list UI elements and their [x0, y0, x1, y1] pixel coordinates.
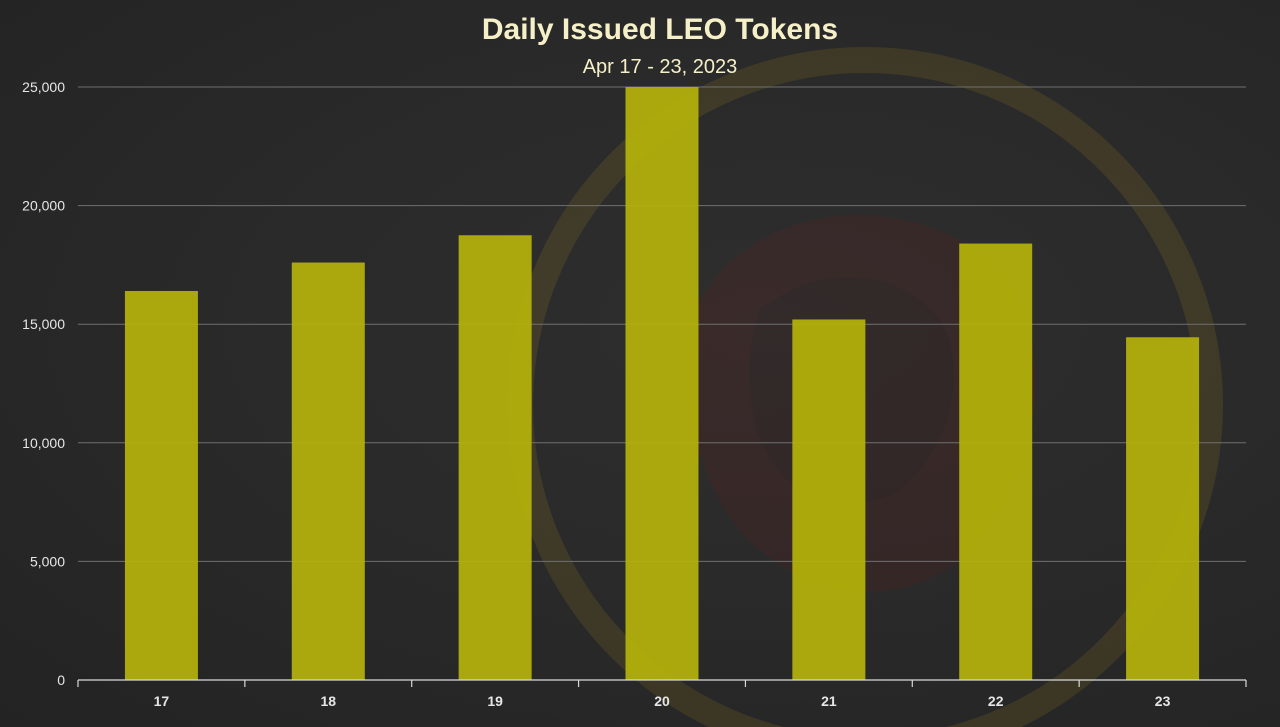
bar	[625, 87, 699, 680]
x-axis-tick-marks	[77, 680, 1247, 687]
bar	[1126, 337, 1200, 680]
bar	[792, 319, 866, 680]
x-tick-label: 23	[1155, 693, 1171, 709]
bar	[458, 235, 532, 680]
y-tick-label: 10,000	[22, 435, 65, 451]
y-axis-ticks: 0 5,000 10,000 15,000 20,000 25,000	[22, 79, 65, 688]
bar	[124, 290, 198, 680]
x-tick-label: 22	[988, 693, 1004, 709]
bars	[124, 87, 1200, 680]
x-tick-label: 17	[154, 693, 170, 709]
chart-title: Daily Issued LEO Tokens	[482, 13, 838, 46]
y-tick-label: 20,000	[22, 198, 65, 214]
y-tick-label: 0	[57, 672, 65, 688]
x-axis-ticks: 17 18 19 20 21 22 23	[154, 693, 1171, 709]
x-tick-label: 19	[487, 693, 503, 709]
x-tick-label: 20	[654, 693, 670, 709]
bar	[959, 243, 1033, 680]
y-tick-label: 5,000	[30, 553, 65, 569]
chart-subtitle: Apr 17 - 23, 2023	[583, 56, 738, 78]
x-tick-label: 18	[320, 693, 336, 709]
y-tick-label: 15,000	[22, 316, 65, 332]
y-tick-label: 25,000	[22, 79, 65, 95]
x-tick-label: 21	[821, 693, 837, 709]
bar	[291, 262, 365, 680]
